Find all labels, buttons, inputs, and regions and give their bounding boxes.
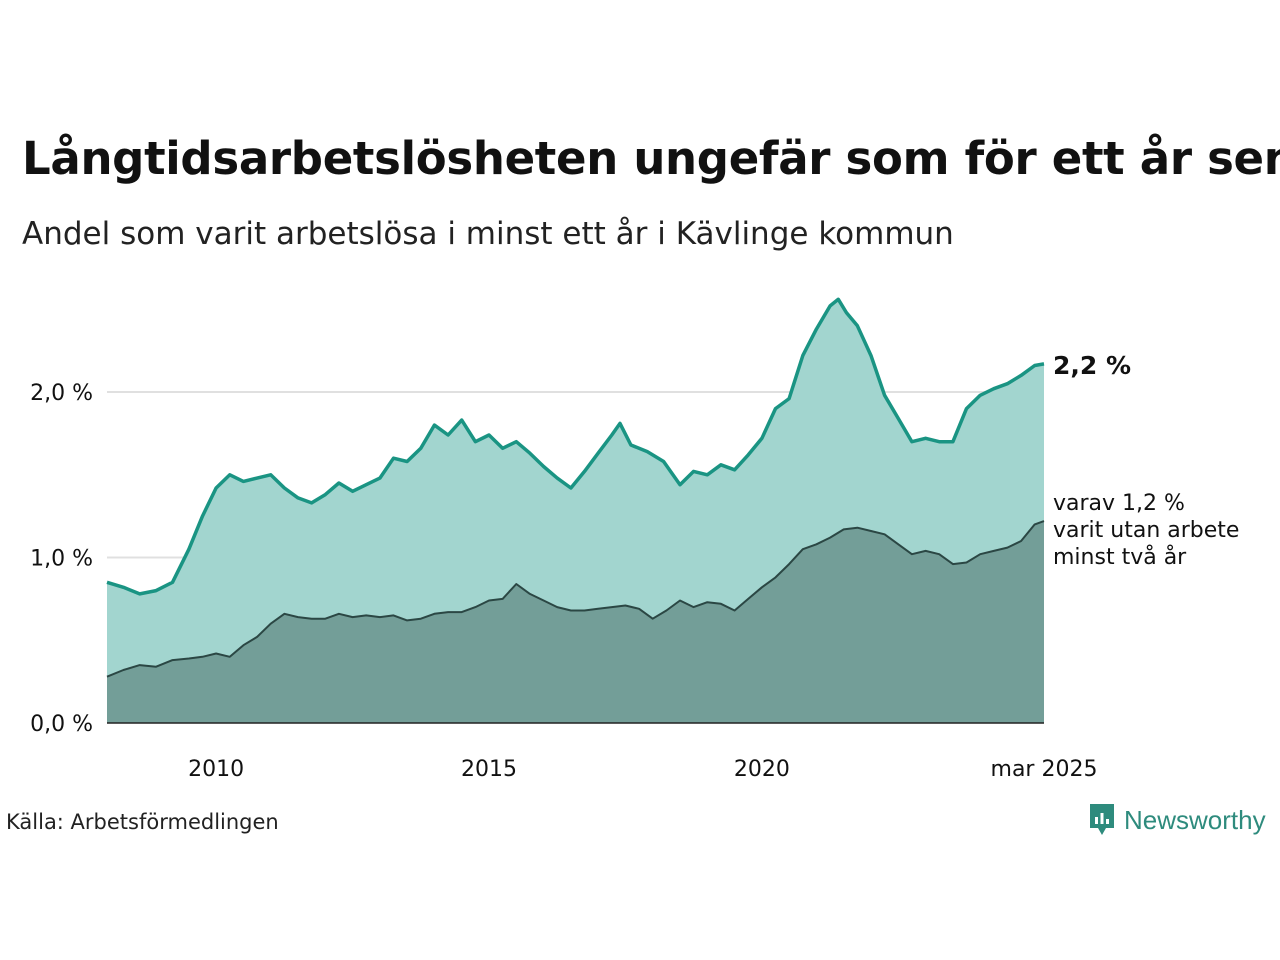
- end-value-label: 2,2 %: [1053, 351, 1131, 380]
- x-tick-label: mar 2025: [991, 757, 1098, 782]
- sub-series-label: varit utan arbete: [1053, 518, 1239, 543]
- y-tick-label: 0,0 %: [30, 712, 93, 737]
- sub-series-label: minst två år: [1053, 544, 1187, 570]
- x-tick-label: 2015: [461, 757, 517, 782]
- y-tick-label: 2,0 %: [30, 381, 93, 406]
- line-two-year-unemployed: [106, 520, 1045, 678]
- x-tick-label: 2020: [734, 757, 790, 782]
- x-tick-label: 2010: [188, 757, 244, 782]
- newsworthy-logo-icon: [1090, 804, 1114, 835]
- brand-logo: Newsworthy: [1088, 802, 1266, 838]
- source-note: Källa: Arbetsförmedlingen: [6, 810, 279, 834]
- sub-series-label: varav 1,2 %: [1053, 491, 1185, 516]
- chart-title: Långtidsarbetslösheten ungefär som för e…: [22, 132, 1280, 185]
- line-long-term-unemployed: [106, 297, 1045, 596]
- y-tick-label: 1,0 %: [30, 547, 93, 572]
- chart-subtitle: Andel som varit arbetslösa i minst ett å…: [22, 216, 954, 252]
- area-two-year-unemployed: [107, 521, 1044, 723]
- brand-name: Newsworthy: [1124, 804, 1266, 835]
